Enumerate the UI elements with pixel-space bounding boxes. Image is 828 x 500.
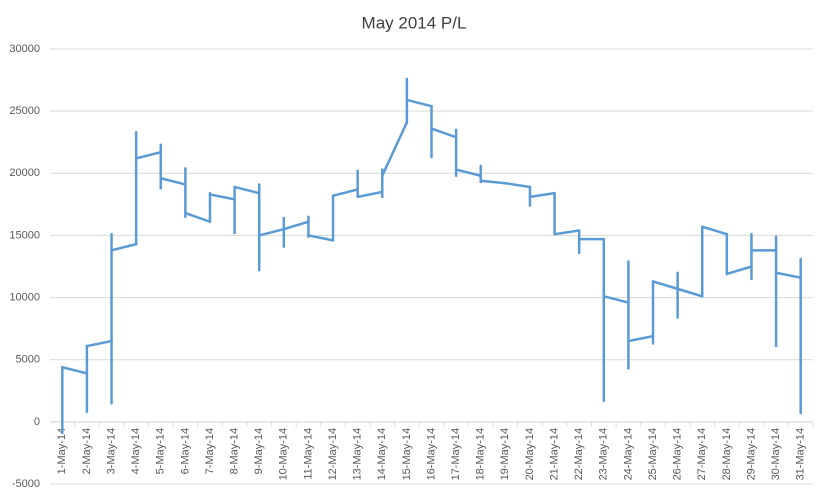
x-tick-label: 15-May-14 [401, 428, 413, 481]
x-tick-label: 21-May-14 [548, 428, 560, 481]
connector [233, 185, 261, 195]
connector [257, 227, 286, 237]
connector [504, 181, 532, 189]
x-tick-label: 14-May-14 [376, 428, 388, 481]
connector [282, 220, 310, 231]
connector [454, 168, 482, 178]
x-tick-label: 27-May-14 [696, 428, 708, 481]
x-tick-label: 5-May-14 [155, 428, 167, 474]
y-tick-label: 0 [34, 416, 40, 428]
connector [110, 242, 138, 252]
x-tick-label: 6-May-14 [179, 428, 191, 474]
connector [700, 225, 729, 236]
y-tick-label: 30000 [9, 43, 40, 55]
x-tick-label: 2-May-14 [81, 428, 93, 474]
x-tick-label: 16-May-14 [425, 428, 437, 481]
connector [602, 295, 630, 304]
x-tick-label: 22-May-14 [573, 428, 585, 481]
y-tick-label: 5000 [16, 354, 40, 366]
x-tick-label: 11-May-14 [302, 428, 314, 480]
x-tick-label: 28-May-14 [721, 428, 733, 481]
x-tick-label: 29-May-14 [745, 428, 757, 481]
x-tick-label: 25-May-14 [647, 428, 659, 481]
x-tick-label: 4-May-14 [130, 428, 142, 474]
connector [676, 287, 704, 298]
connector [725, 265, 753, 276]
x-tick-label: 7-May-14 [204, 428, 216, 474]
x-tick-label: 13-May-14 [352, 428, 364, 481]
x-tick-label: 26-May-14 [672, 428, 684, 481]
connector [430, 127, 458, 139]
y-tick-label: -5000 [12, 478, 40, 490]
y-tick-label: 15000 [9, 229, 40, 241]
chart-title: May 2014 P/L [362, 13, 467, 32]
x-tick-label: 1-May-14 [56, 428, 68, 474]
connector [159, 177, 187, 186]
x-tick-label: 24-May-14 [622, 428, 634, 481]
x-tick-label: 30-May-14 [770, 428, 782, 481]
y-tick-label: 20000 [9, 167, 40, 179]
connector [553, 229, 581, 236]
x-tick-label: 20-May-14 [524, 428, 536, 481]
y-tick-label: 10000 [9, 291, 40, 303]
x-tick-label: 12-May-14 [327, 428, 339, 481]
connector [85, 339, 113, 348]
connector [134, 150, 163, 160]
y-tick-label: 25000 [9, 105, 40, 117]
connector [627, 334, 655, 343]
x-tick-label: 3-May-14 [105, 428, 117, 474]
connector [528, 191, 556, 199]
connector [61, 365, 89, 375]
x-tick-label: 31-May-14 [795, 428, 807, 481]
connector [208, 193, 236, 201]
connector [184, 211, 212, 224]
connector [356, 190, 384, 199]
connector [307, 234, 335, 242]
connector [651, 280, 679, 291]
x-tick-label: 23-May-14 [598, 428, 610, 481]
x-tick-label: 10-May-14 [278, 428, 290, 481]
connector [381, 121, 409, 178]
connector [774, 271, 802, 279]
connector [479, 179, 507, 185]
x-tick-label: 19-May-14 [499, 428, 511, 481]
x-tick-label: 9-May-14 [253, 428, 265, 474]
x-tick-label: 8-May-14 [229, 428, 241, 474]
connector [331, 188, 359, 197]
connector [405, 98, 433, 108]
x-tick-label: 17-May-14 [450, 428, 462, 481]
x-tick-label: 18-May-14 [475, 428, 487, 481]
